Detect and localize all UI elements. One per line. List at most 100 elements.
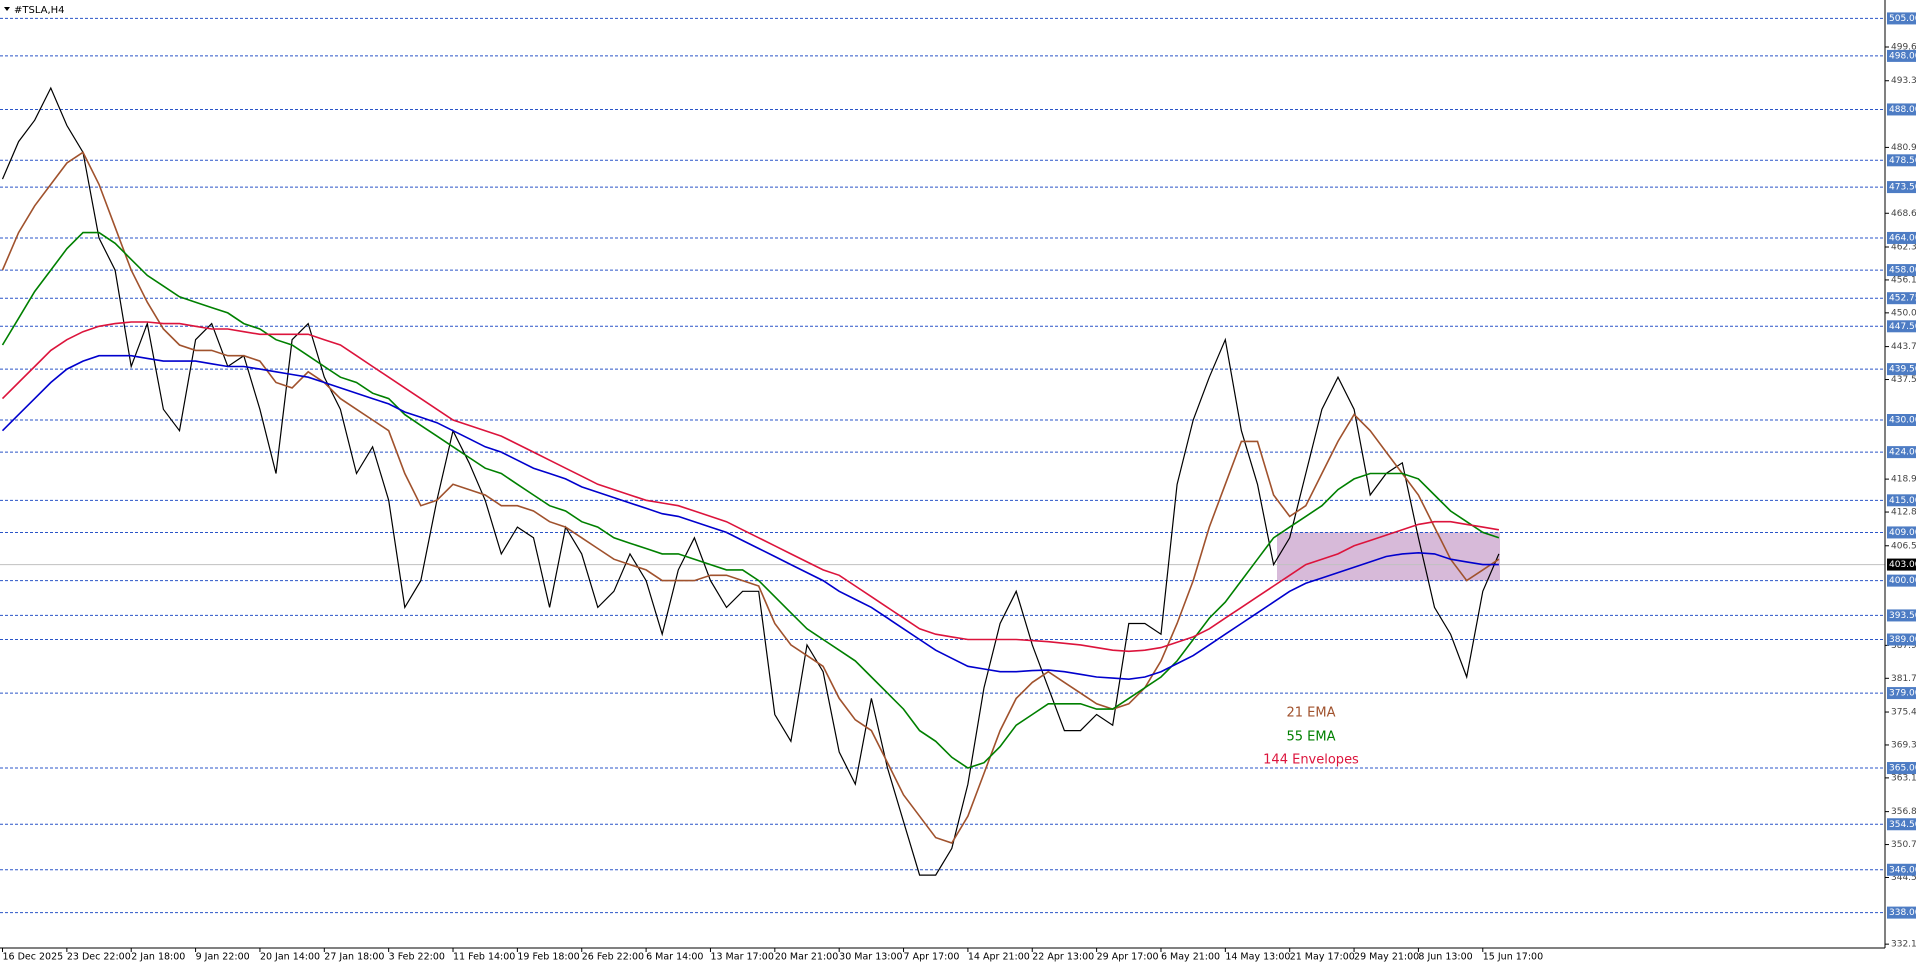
level-label-bg [1887, 181, 1916, 194]
y-tick-label: 418.96 [1891, 475, 1916, 485]
level-label: 473.50 [1889, 183, 1916, 193]
level-label-bg [1887, 446, 1916, 459]
legend-label: 144 Envelopes [1263, 753, 1359, 768]
level-label-bg [1887, 320, 1916, 333]
level-label: 365.00 [1889, 764, 1916, 774]
y-tick-label: 387.91 [1891, 641, 1916, 651]
x-tick-label: 29 May 21:00 [1354, 952, 1419, 963]
menu-arrow [4, 7, 10, 11]
level-label-bg [1887, 863, 1916, 876]
level-label: 458.00 [1889, 266, 1916, 276]
level-label: 379.00 [1889, 689, 1916, 699]
level-label: 393.50 [1889, 611, 1916, 621]
x-tick-label: 3 Feb 22:00 [389, 952, 445, 963]
level-label: 409.00 [1889, 528, 1916, 538]
level-label: 498.00 [1889, 51, 1916, 61]
x-tick-label: 20 Mar 21:00 [775, 952, 838, 963]
x-tick-label: 19 Feb 18:00 [517, 952, 579, 963]
level-label: 439.50 [1889, 365, 1916, 375]
level-label-bg [1887, 609, 1916, 622]
x-tick-label: 7 Apr 17:00 [904, 952, 960, 963]
x-tick-label: 14 May 13:00 [1225, 952, 1290, 963]
y-tick-label: 468.61 [1891, 209, 1916, 219]
legend-label: 55 EMA [1287, 730, 1336, 745]
x-tick-label: 29 Apr 17:00 [1097, 952, 1159, 963]
x-tick-label: 13 Mar 17:00 [710, 952, 773, 963]
level-label-bg [1887, 363, 1916, 376]
level-label: 447.50 [1889, 322, 1916, 332]
level-label: 430.00 [1889, 416, 1916, 426]
level-label: 389.00 [1889, 635, 1916, 645]
x-tick-label: 16 Dec 2025 [3, 952, 64, 963]
level-label-bg [1887, 687, 1916, 700]
level-label-bg [1887, 494, 1916, 507]
series-line [1, 86, 1500, 876]
y-tick-label: 456.16 [1891, 275, 1916, 285]
y-tick-label: 437.56 [1891, 375, 1916, 385]
level-label: 478.50 [1889, 156, 1916, 166]
level-label-bg [1887, 292, 1916, 305]
level-label: 415.00 [1889, 496, 1916, 506]
x-tick-label: 15 Jun 17:00 [1483, 952, 1543, 963]
level-label: 464.00 [1889, 233, 1916, 243]
x-tick-label: 14 Apr 21:00 [968, 952, 1030, 963]
legend-label: 21 EMA [1287, 706, 1336, 721]
level-label-bg [1887, 526, 1916, 539]
y-tick-label: 406.51 [1891, 541, 1916, 551]
level-label-bg [1887, 154, 1916, 167]
level-label-bg [1887, 818, 1916, 831]
level-label: 488.00 [1889, 105, 1916, 115]
y-tick-label: 369.31 [1891, 740, 1916, 750]
y-tick-label: 350.71 [1891, 840, 1916, 850]
current-price-label-bg [1887, 558, 1916, 571]
x-tick-label: 2 Jan 18:00 [131, 952, 185, 963]
level-label-bg [1887, 49, 1916, 62]
x-tick-label: 11 Feb 14:00 [453, 952, 515, 963]
level-label-bg [1887, 906, 1916, 919]
x-tick-label: 21 May 17:00 [1290, 952, 1355, 963]
level-label-bg [1887, 12, 1916, 25]
series-line [1, 354, 1499, 681]
y-tick-label: 480.91 [1891, 143, 1916, 153]
current-price-label: 403.00 [1889, 560, 1916, 570]
y-tick-label: 356.86 [1891, 807, 1916, 817]
level-label-bg [1887, 414, 1916, 427]
y-tick-label: 412.81 [1891, 508, 1916, 518]
y-tick-label: 332.11 [1891, 940, 1916, 950]
level-label-bg [1887, 574, 1916, 587]
level-label: 424.00 [1889, 448, 1916, 458]
level-label-bg [1887, 633, 1916, 646]
level-label: 354.50 [1889, 820, 1916, 830]
series-line [1, 321, 1500, 653]
level-label-bg [1887, 231, 1916, 244]
series-line [1, 231, 1500, 769]
x-tick-label: 9 Jan 22:00 [196, 952, 250, 963]
x-tick-label: 23 Dec 22:00 [67, 952, 131, 963]
x-tick-label: 6 May 21:00 [1161, 952, 1220, 963]
y-tick-label: 493.36 [1891, 76, 1916, 86]
x-tick-label: 6 Mar 14:00 [646, 952, 703, 963]
x-tick-label: 8 Jun 13:00 [1418, 952, 1472, 963]
x-tick-label: 22 Apr 13:00 [1032, 952, 1094, 963]
y-tick-label: 499.66 [1891, 43, 1916, 53]
level-label: 400.00 [1889, 576, 1916, 586]
level-label: 505.00 [1889, 14, 1916, 24]
y-tick-label: 363.16 [1891, 773, 1916, 783]
level-label: 346.00 [1889, 865, 1916, 875]
chart-title: #TSLA,H4 [14, 5, 65, 16]
level-label: 452.75 [1889, 294, 1916, 304]
x-tick-label: 20 Jan 14:00 [260, 952, 320, 963]
y-tick-label: 375.46 [1891, 708, 1916, 718]
y-tick-label: 450.01 [1891, 308, 1916, 318]
y-tick-label: 344.56 [1891, 873, 1916, 883]
y-tick-label: 443.71 [1891, 342, 1916, 352]
y-tick-label: 462.31 [1891, 242, 1916, 252]
y-tick-label: 381.76 [1891, 674, 1916, 684]
x-tick-label: 27 Jan 18:00 [324, 952, 384, 963]
level-label: 338.00 [1889, 908, 1916, 918]
x-tick-label: 26 Feb 22:00 [582, 952, 644, 963]
level-label-bg [1887, 762, 1916, 775]
series-line [1, 151, 1500, 844]
